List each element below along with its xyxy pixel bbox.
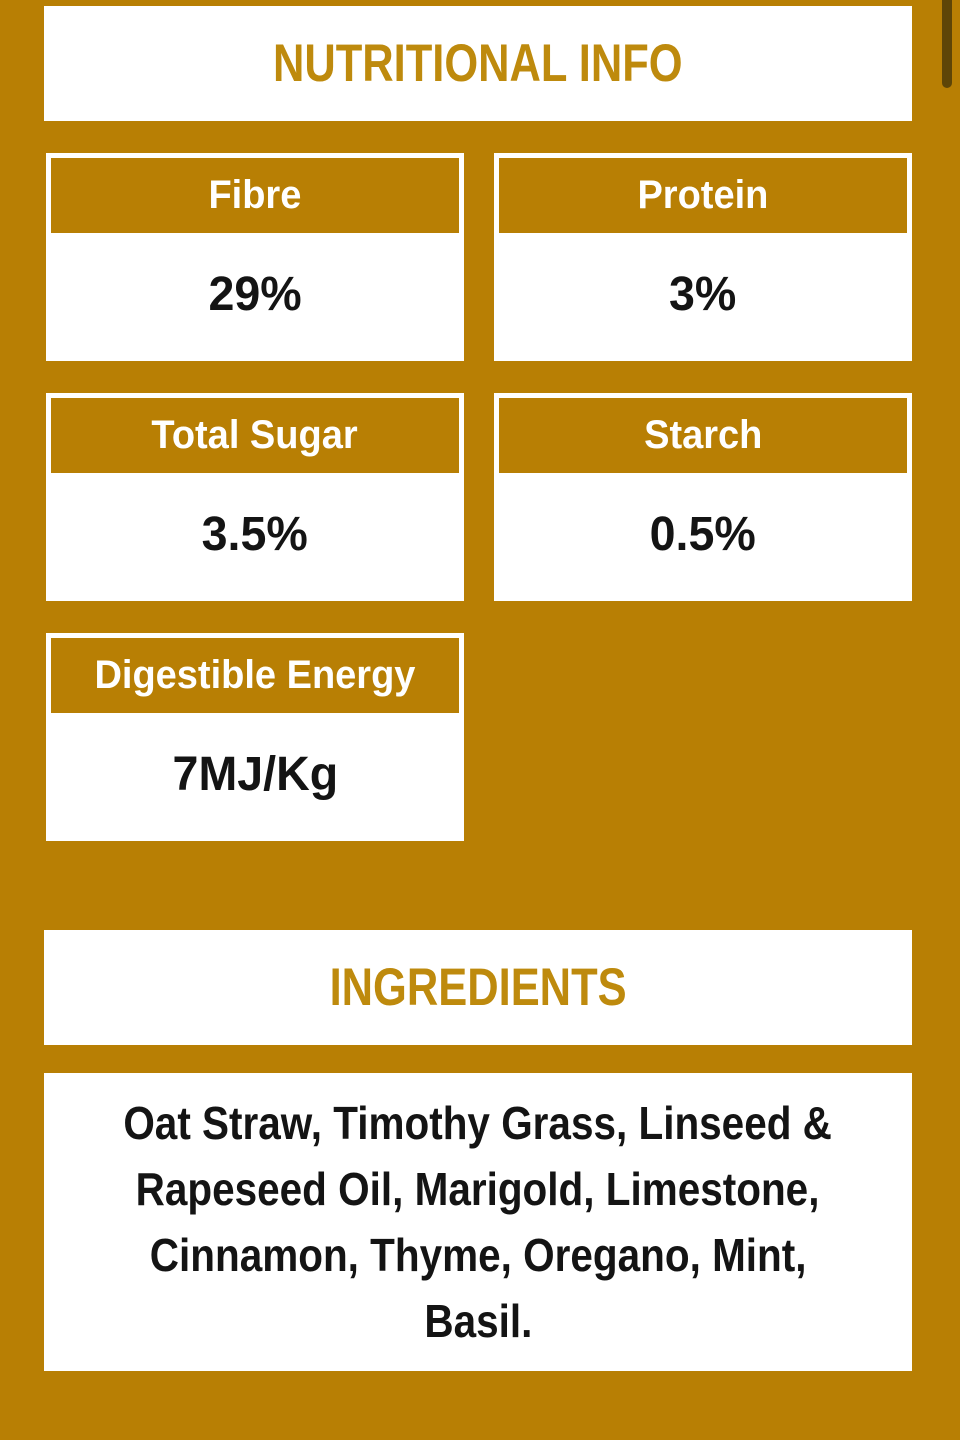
scrollbar-thumb[interactable] — [942, 0, 952, 88]
ingredients-text-line: Basil. — [423, 1295, 532, 1347]
nutrition-card-digestible-energy-body: 7MJ/Kg — [51, 713, 459, 836]
nutrition-card-starch-body: 0.5% — [499, 473, 907, 596]
ingredients-header-card: INGREDIENTS — [44, 930, 912, 1045]
nutrition-card-fibre-body: 29% — [51, 233, 459, 356]
nutrition-card-starch-label: Starch — [643, 413, 763, 457]
nutrition-card-starch: Starch 0.5% — [494, 393, 912, 601]
nutrition-card-total-sugar-label: Total Sugar — [151, 413, 359, 457]
nutrition-card-starch-value: 0.5% — [649, 508, 757, 561]
nutritional-info-header-card: NUTRITIONAL INFO — [44, 6, 912, 121]
nutrition-card-protein-header: Protein — [499, 158, 907, 233]
nutrition-grid: Fibre 29% Protein 3% Total Sugar 3.5% — [46, 153, 912, 841]
nutrition-card-protein: Protein 3% — [494, 153, 912, 361]
nutrition-card-total-sugar-value: 3.5% — [201, 508, 309, 561]
nutrition-card-protein-value: 3% — [669, 268, 737, 321]
nutrition-card-protein-body: 3% — [499, 233, 907, 356]
nutrition-card-fibre-label: Fibre — [208, 173, 302, 217]
ingredients-text-line: Rapeseed Oil, Marigold, Limestone, — [136, 1163, 820, 1215]
nutrition-card-digestible-energy-header: Digestible Energy — [51, 638, 459, 713]
nutrition-card-total-sugar-header: Total Sugar — [51, 398, 459, 473]
nutrition-card-starch-header: Starch — [499, 398, 907, 473]
nutritional-info-title: NUTRITIONAL INFO — [273, 34, 683, 93]
nutrition-card-total-sugar-body: 3.5% — [51, 473, 459, 596]
ingredients-text-card: Oat Straw, Timothy Grass, Linseed & Rape… — [44, 1073, 912, 1371]
nutrition-card-digestible-energy-value: 7MJ/Kg — [172, 748, 338, 801]
nutrition-card-protein-label: Protein — [637, 173, 769, 217]
ingredients-title: INGREDIENTS — [329, 958, 627, 1017]
nutrition-card-digestible-energy: Digestible Energy 7MJ/Kg — [46, 633, 464, 841]
nutrition-card-fibre-header: Fibre — [51, 158, 459, 233]
nutrition-card-fibre-value: 29% — [208, 268, 302, 321]
ingredients-text-line: Cinnamon, Thyme, Oregano, Mint, — [149, 1229, 807, 1281]
nutrition-card-fibre: Fibre 29% — [46, 153, 464, 361]
nutrition-card-total-sugar: Total Sugar 3.5% — [46, 393, 464, 601]
nutrition-card-digestible-energy-label: Digestible Energy — [94, 653, 416, 697]
ingredients-text-line: Oat Straw, Timothy Grass, Linseed & — [123, 1097, 833, 1149]
